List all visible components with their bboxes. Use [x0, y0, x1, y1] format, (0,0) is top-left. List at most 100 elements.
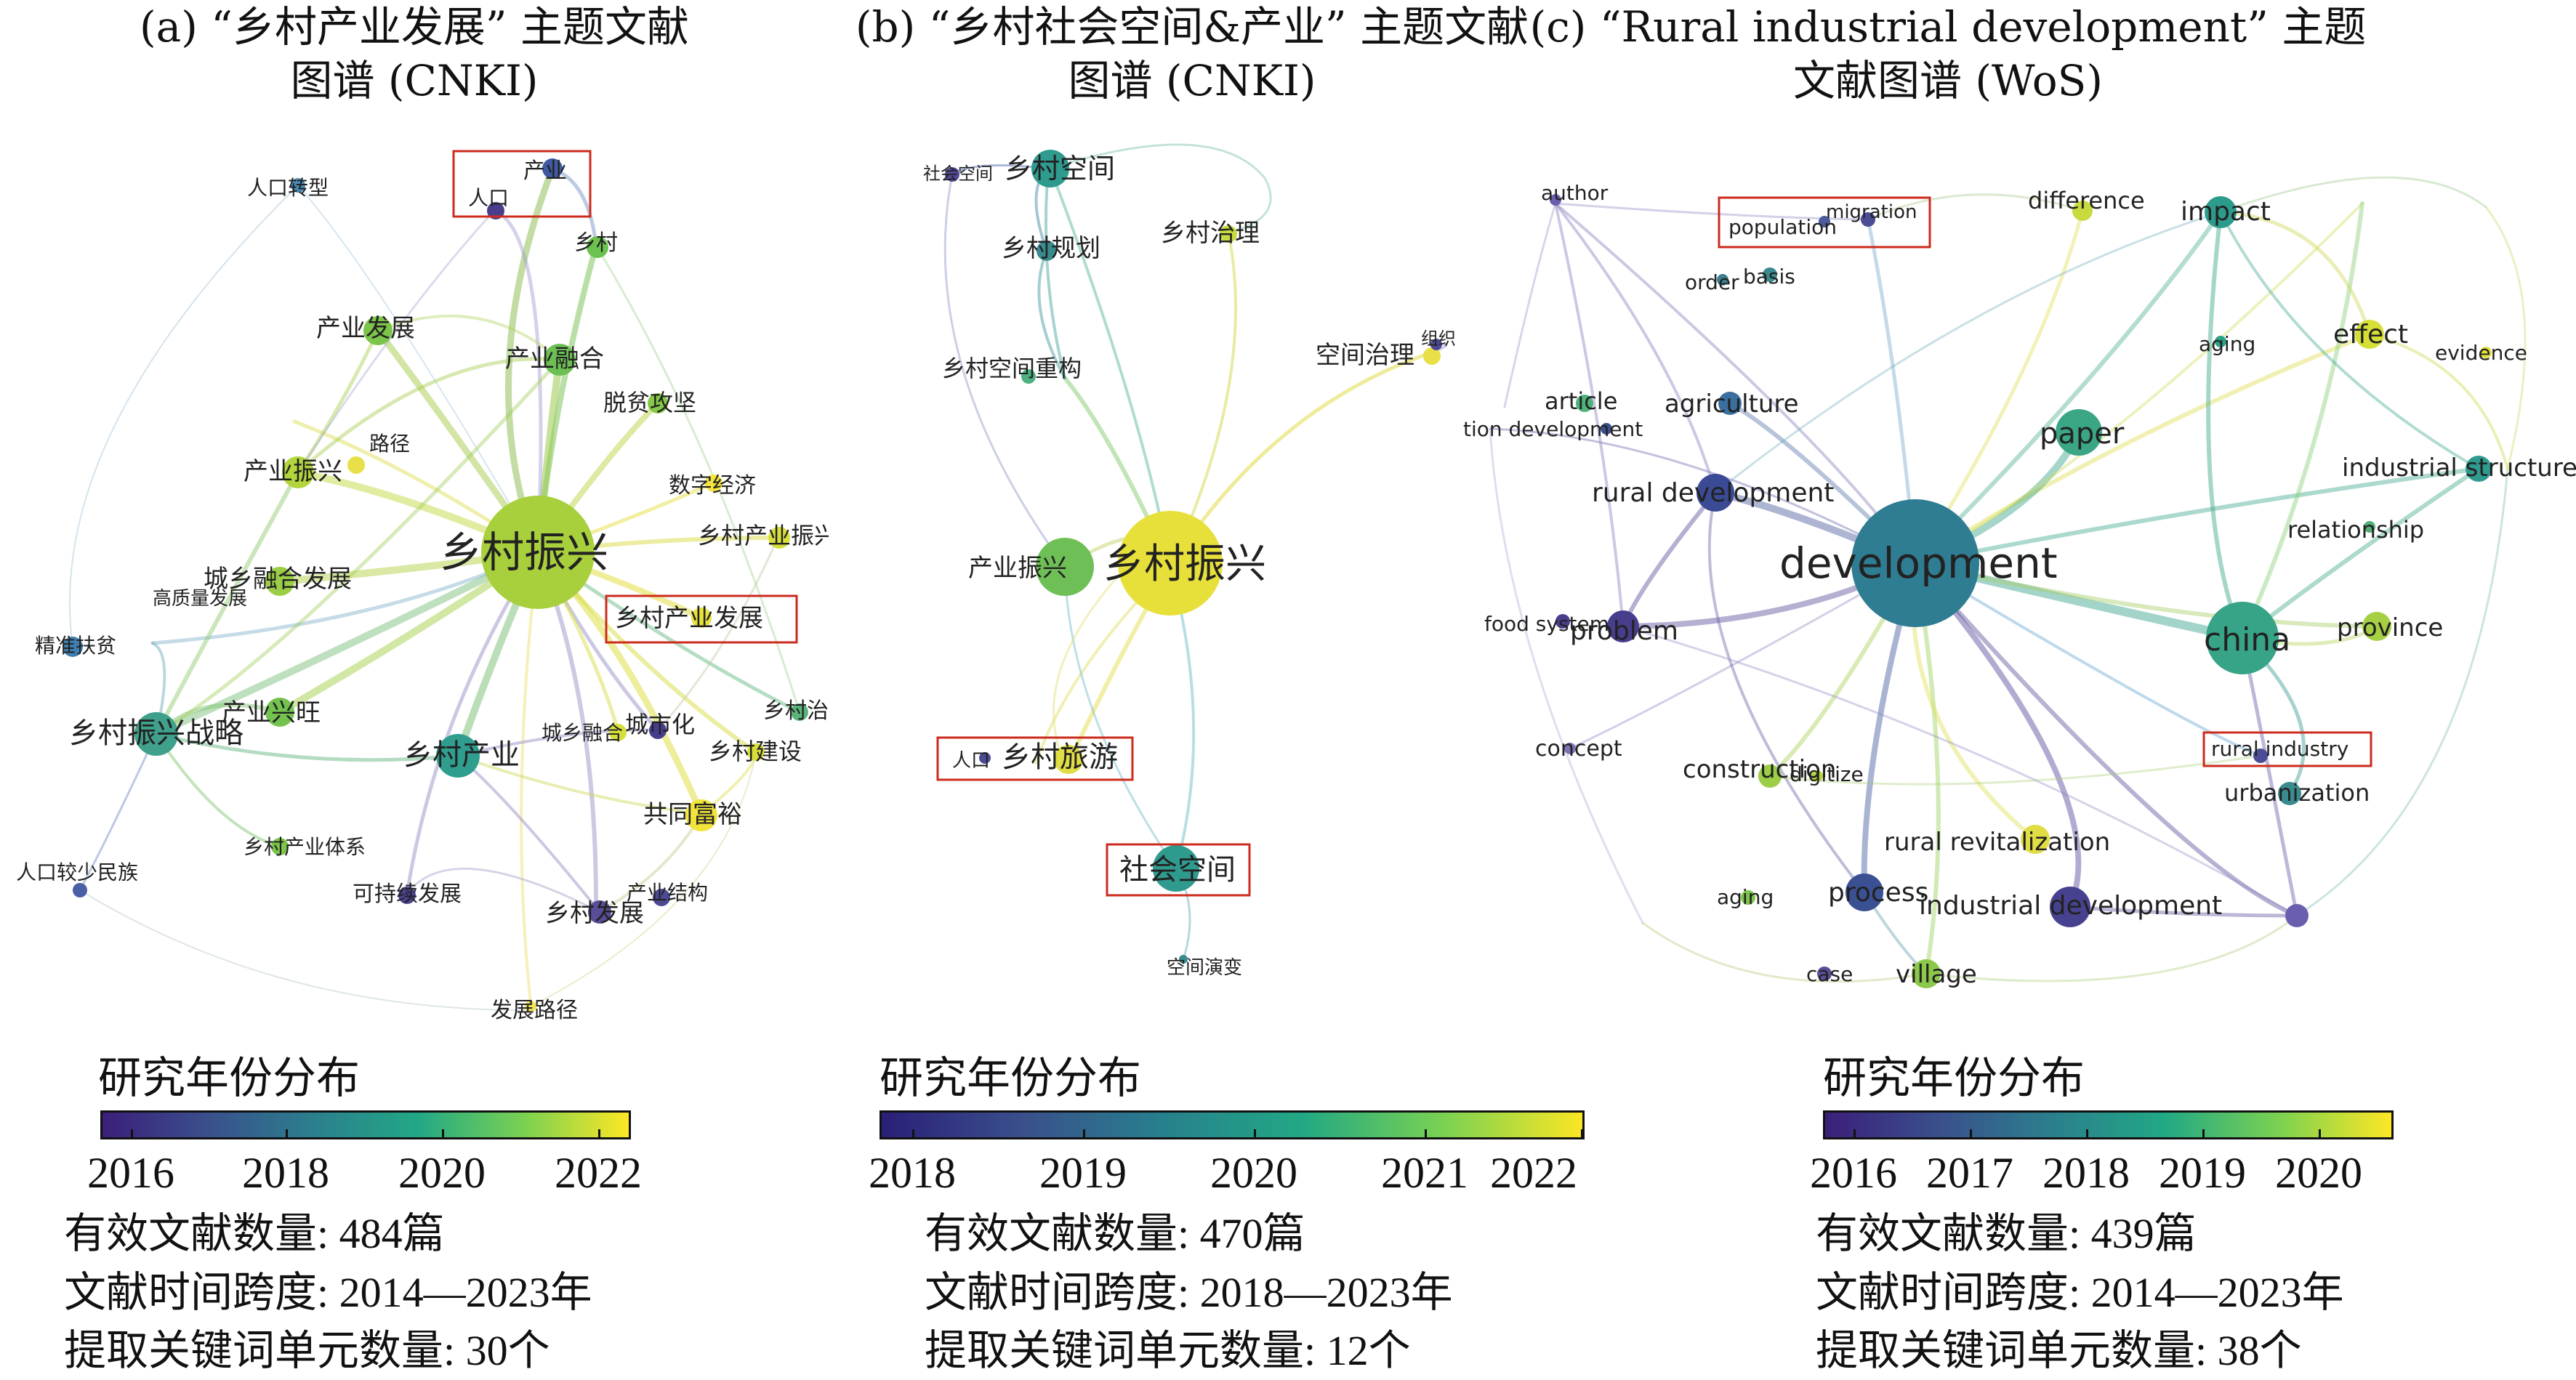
node-乡村建设[interactable] — [747, 743, 765, 761]
label-industrial-structure: industrial structure — [2342, 453, 2576, 483]
node-concept[interactable] — [1564, 743, 1576, 754]
highlight-box-population-migration — [1718, 196, 1931, 249]
node-industrial-development[interactable] — [2050, 887, 2090, 927]
label-village: village — [1896, 960, 1977, 989]
node-development[interactable] — [1851, 499, 1979, 627]
node-乡村[interactable] — [587, 236, 608, 258]
node-article[interactable] — [1576, 395, 1593, 412]
node-共同富裕[interactable] — [685, 799, 717, 831]
node-乡村产业发展[interactable] — [691, 608, 712, 628]
node-industrial-structure[interactable] — [2466, 456, 2492, 482]
node-产业兴旺[interactable] — [265, 698, 294, 727]
label-乡村空间重构: 乡村空间重构 — [942, 355, 1082, 382]
label-digitize: digitize — [1790, 762, 1864, 786]
node-case[interactable] — [1817, 967, 1832, 981]
node-人口[interactable] — [979, 752, 991, 764]
node-空间演变[interactable] — [1179, 955, 1188, 964]
label-乡村建设: 乡村建设 — [709, 738, 802, 765]
node-路径[interactable] — [347, 456, 365, 474]
node-乡村产业振兴[interactable] — [768, 527, 790, 549]
node-空间治理[interactable] — [1423, 347, 1441, 365]
node-乡村振兴战略[interactable] — [134, 712, 178, 756]
node-tion-development[interactable] — [1601, 423, 1612, 435]
node-china[interactable] — [2206, 602, 2279, 674]
node-城乡融合发展[interactable] — [265, 567, 294, 596]
node-乡村旅游[interactable] — [1054, 745, 1083, 774]
node-migration[interactable] — [1861, 212, 1875, 227]
node-population[interactable] — [1819, 216, 1830, 227]
panel-b-highlights — [936, 736, 1251, 897]
node-digitize[interactable] — [1811, 770, 1823, 782]
label-population: population — [1728, 215, 1837, 239]
node-order[interactable] — [1717, 274, 1728, 286]
label-人口较少民族: 人口较少民族 — [16, 860, 138, 884]
node-乡村治理[interactable] — [1220, 225, 1237, 243]
node-process[interactable] — [1846, 873, 1883, 911]
node-人口[interactable] — [487, 202, 504, 219]
node-food-system[interactable] — [1555, 614, 1570, 629]
node-发展路径[interactable] — [525, 1001, 536, 1012]
node-aging-top[interactable] — [2215, 336, 2226, 347]
label-社会空间: 社会空间 — [923, 164, 993, 184]
label-空间演变: 空间演变 — [1167, 957, 1242, 979]
node-社会空间[interactable] — [945, 167, 959, 182]
panel-a-tick-2018: 2018 — [242, 1149, 329, 1197]
label-relationship: relationship — [2287, 516, 2424, 544]
label-agriculture: agriculture — [1665, 390, 1799, 419]
node-urbanization[interactable] — [2278, 782, 2301, 805]
panel-c-tick-mark — [2319, 1129, 2321, 1139]
panel-b-stat-keywords: 提取关键词单元数量: 12个 — [925, 1327, 1411, 1374]
node-乡村产业体系[interactable] — [271, 838, 289, 855]
node-乡村振兴[interactable] — [1118, 511, 1223, 616]
node-乡村治理[interactable] — [791, 703, 808, 721]
node-组织[interactable] — [1430, 339, 1442, 350]
node-产业发展[interactable] — [363, 316, 393, 345]
label-城乡融合: 城乡融合 — [542, 721, 623, 745]
node-difference[interactable] — [2072, 201, 2093, 221]
node-产业振兴[interactable] — [282, 456, 314, 488]
node-产业结构[interactable] — [653, 889, 670, 906]
panel-b-tick-mark — [912, 1129, 914, 1139]
node-乡村空间重构[interactable] — [1021, 369, 1036, 384]
label-乡村振兴: 乡村振兴 — [1103, 541, 1266, 588]
node-乡村规划[interactable] — [1037, 241, 1057, 261]
node-精准扶贫[interactable] — [63, 637, 83, 657]
node-乡村振兴[interactable] — [481, 496, 595, 609]
label-impact: impact — [2181, 197, 2271, 227]
panel-c-tick-2017: 2017 — [1926, 1149, 2013, 1197]
node-province[interactable] — [2362, 612, 2391, 641]
node-industrial-development-2[interactable] — [2285, 904, 2309, 927]
node-village[interactable] — [1912, 959, 1941, 988]
node-脱贫攻坚[interactable] — [648, 393, 668, 413]
node-可持续发展[interactable] — [398, 887, 416, 904]
node-产业[interactable] — [542, 158, 563, 179]
label-article: article — [1545, 387, 1617, 415]
node-乡村空间[interactable] — [1031, 150, 1069, 187]
node-effect[interactable] — [2355, 320, 2384, 349]
node-rural-industry[interactable] — [2253, 748, 2268, 763]
node-problem[interactable] — [1607, 610, 1639, 642]
node-产业融合[interactable] — [544, 344, 576, 376]
node-basis[interactable] — [1763, 267, 1777, 282]
node-社会空间-2[interactable] — [1153, 845, 1199, 892]
node-乡村发展[interactable] — [588, 900, 611, 924]
node-author[interactable] — [1550, 194, 1561, 206]
node-人口较少民族[interactable] — [73, 883, 87, 897]
label-effect: effect — [2333, 320, 2408, 350]
node-impact[interactable] — [2205, 196, 2237, 228]
node-aging-bottom[interactable] — [1741, 890, 1755, 905]
node-agriculture[interactable] — [1718, 392, 1742, 415]
node-产业振兴[interactable] — [1036, 538, 1094, 596]
node-乡村产业[interactable] — [436, 734, 480, 778]
panel-a-colorbar — [100, 1110, 631, 1139]
node-evidence[interactable] — [2480, 347, 2492, 358]
node-城市化[interactable] — [649, 722, 667, 739]
node-rural-revitalization[interactable] — [2021, 825, 2050, 854]
node-城乡融合[interactable] — [609, 724, 627, 741]
node-construction[interactable] — [1758, 764, 1782, 788]
node-rural-development[interactable] — [1696, 474, 1734, 512]
node-数字经济[interactable] — [705, 475, 723, 492]
node-relationship[interactable] — [2364, 521, 2375, 533]
node-paper[interactable] — [2056, 409, 2102, 456]
node-人口转型[interactable] — [291, 178, 305, 193]
